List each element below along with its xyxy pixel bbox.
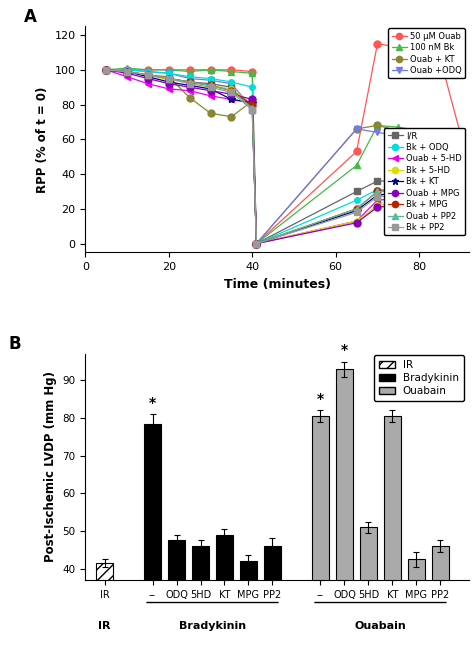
Bar [240,561,257,659]
Bar [384,416,401,659]
Bar [168,540,185,659]
Bar [96,563,113,659]
Legend: IR, Bradykinin, Ouabain: IR, Bradykinin, Ouabain [374,355,464,401]
Bar [408,559,425,659]
Text: *: * [149,395,156,410]
Legend: I/R, Bk + ODQ, Ouab + 5-HD, Bk + 5-HD, Bk + KT, Ouab + MPG, Bk + MPG, Ouab + PP2: I/R, Bk + ODQ, Ouab + 5-HD, Bk + 5-HD, B… [384,128,465,235]
Text: *: * [317,392,324,406]
Y-axis label: RPP (% of t = 0): RPP (% of t = 0) [36,86,49,192]
Text: *: * [341,343,348,357]
Text: IR: IR [98,621,111,631]
Y-axis label: Post-Ischemic LVDP (mm Hg): Post-Ischemic LVDP (mm Hg) [44,372,57,562]
Text: B: B [9,335,21,353]
Bar [144,424,161,659]
Bar [192,546,209,659]
Text: *: * [389,392,396,406]
X-axis label: Time (minutes): Time (minutes) [224,277,331,291]
Bar [216,534,233,659]
Text: Bradykinin: Bradykinin [179,621,246,631]
Bar [264,546,281,659]
Bar [360,527,377,659]
Text: A: A [24,8,37,26]
Bar [432,546,449,659]
Bar [312,416,329,659]
Bar [336,369,353,659]
Text: Ouabain: Ouabain [355,621,406,631]
